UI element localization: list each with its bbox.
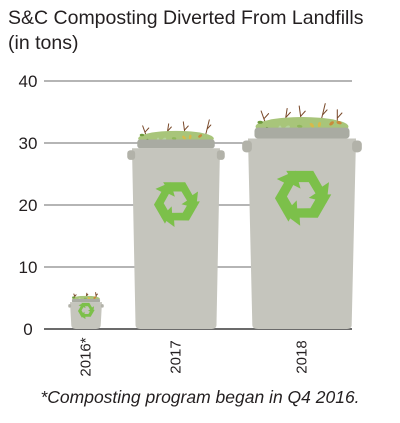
leaf <box>336 121 342 125</box>
leaf <box>198 134 203 138</box>
bin-handle <box>68 304 72 308</box>
y-tick-label: 20 <box>19 196 38 215</box>
x-tick-label: 2017 <box>168 340 185 373</box>
bin-body <box>248 138 356 329</box>
leaf <box>72 296 76 299</box>
recycle-arrow <box>77 302 86 318</box>
leaf <box>188 134 192 140</box>
leaf <box>296 124 303 128</box>
bin-lid <box>254 127 350 139</box>
bin-handle <box>352 140 362 153</box>
recycle-icon <box>274 170 332 226</box>
recycle-arrow <box>80 309 95 320</box>
x-tick-label: 2018 <box>294 340 311 373</box>
bin-body <box>132 148 220 329</box>
bar-bin-2017 <box>127 119 225 329</box>
leaf <box>93 296 97 299</box>
leaf <box>182 135 186 140</box>
bin-handle <box>242 140 252 153</box>
leaf <box>171 137 177 140</box>
bin-handle <box>100 304 104 308</box>
y-tick-label: 0 <box>23 320 32 339</box>
y-tick-label: 40 <box>19 72 38 91</box>
bin-handle <box>127 150 136 160</box>
y-axis: 0 10 20 30 40 <box>19 72 38 339</box>
bars <box>68 103 362 329</box>
recycle-arrow <box>153 182 175 224</box>
chart-subtitle: (in tons) <box>8 32 79 54</box>
leaf <box>139 133 145 137</box>
y-tick-label: 10 <box>19 258 38 277</box>
y-tick-label: 30 <box>19 134 38 153</box>
chart-footnote: *Composting program began in Q4 2016. <box>40 387 360 407</box>
recycle-icon <box>153 182 200 228</box>
recycle-arrow <box>161 201 200 228</box>
bin-lid <box>71 298 101 303</box>
recycle-icon <box>77 302 95 320</box>
leaf <box>309 122 315 128</box>
bin-handle <box>216 150 225 160</box>
chart-title-block: S&C Composting Diverted From Landfills (… <box>8 6 398 56</box>
bin-lid <box>137 139 215 149</box>
leaf <box>257 120 263 124</box>
recycle-arrow <box>283 194 332 226</box>
x-tick-label: 2016* <box>78 337 95 376</box>
chart-title: S&C Composting Diverted From Landfills <box>8 7 364 29</box>
leaf <box>87 296 91 300</box>
bar-bin-2016 <box>68 292 104 329</box>
bar-bin-2018 <box>242 103 362 329</box>
recycle-arrow <box>274 170 301 222</box>
leaf <box>317 121 322 128</box>
x-axis: 2016* 2017 2018 <box>78 337 311 376</box>
leaf <box>329 121 334 126</box>
